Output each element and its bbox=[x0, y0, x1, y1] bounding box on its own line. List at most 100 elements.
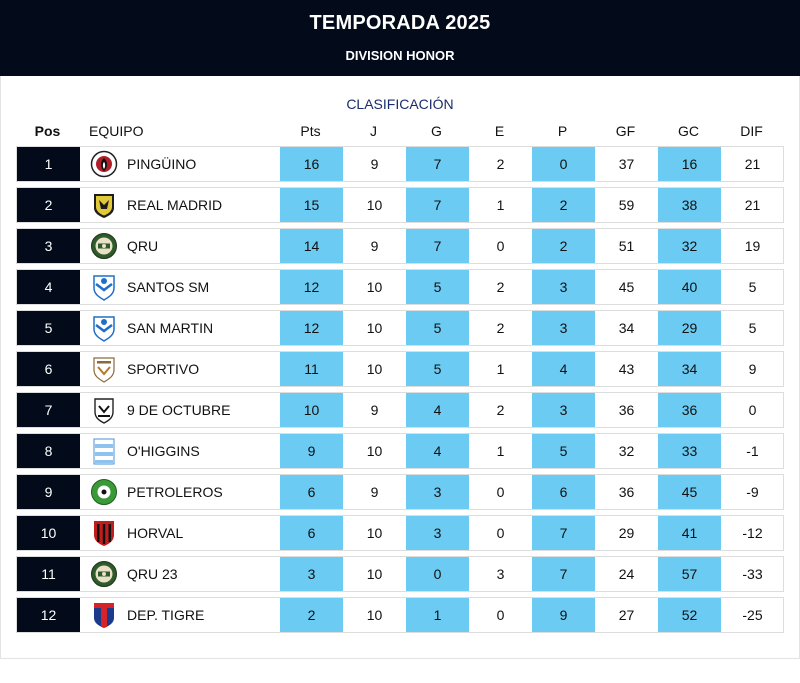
row-g: 0 bbox=[406, 557, 469, 591]
row-position: 11 bbox=[17, 557, 80, 591]
row-dif: -12 bbox=[742, 525, 763, 541]
row-g: 5 bbox=[406, 311, 469, 345]
row-j: 9 bbox=[370, 402, 379, 418]
team-name: HORVAL bbox=[127, 525, 184, 541]
table-row: 10 HORVAL 6 10 3 0 7 29 41 -12 bbox=[16, 515, 784, 551]
qru-23-crest-icon bbox=[91, 561, 117, 587]
9-de-octubre-crest-icon bbox=[94, 398, 114, 424]
row-position: 4 bbox=[17, 270, 80, 304]
row-dif: 9 bbox=[748, 361, 757, 377]
row-team: DEP. TIGRE bbox=[90, 598, 280, 632]
san-martin-crest-icon bbox=[93, 316, 115, 342]
table-row: 1 PINGÜINO 16 9 7 2 0 37 16 21 bbox=[16, 146, 784, 182]
page-header: TEMPORADA 2025 DIVISION HONOR bbox=[0, 0, 800, 76]
row-j: 10 bbox=[366, 320, 383, 336]
row-g: 3 bbox=[406, 475, 469, 509]
row-team: SPORTIVO bbox=[90, 352, 280, 386]
table-row: 4 SANTOS SM 12 10 5 2 3 45 40 5 bbox=[16, 269, 784, 305]
row-j: 9 bbox=[370, 156, 379, 172]
row-gf: 45 bbox=[618, 279, 635, 295]
row-pts: 15 bbox=[280, 188, 343, 222]
row-pts: 11 bbox=[280, 352, 343, 386]
row-g: 5 bbox=[406, 270, 469, 304]
row-gc: 33 bbox=[658, 434, 721, 468]
row-team: 9 DE OCTUBRE bbox=[90, 393, 280, 427]
row-g: 1 bbox=[406, 598, 469, 632]
row-team: PINGÜINO bbox=[90, 147, 280, 181]
col-header-p: P bbox=[557, 123, 568, 139]
team-name: O'HIGGINS bbox=[127, 443, 200, 459]
row-position: 6 bbox=[17, 352, 80, 386]
col-header-j: J bbox=[370, 123, 377, 139]
row-dif: 0 bbox=[748, 402, 757, 418]
team-name: SANTOS SM bbox=[127, 279, 210, 295]
row-pts: 12 bbox=[280, 311, 343, 345]
horval-crest-icon bbox=[94, 521, 114, 546]
row-gc: 57 bbox=[658, 557, 721, 591]
row-gc: 16 bbox=[658, 147, 721, 181]
row-j: 10 bbox=[366, 361, 383, 377]
row-p: 7 bbox=[532, 557, 595, 591]
row-position: 2 bbox=[17, 188, 80, 222]
row-g: 4 bbox=[406, 434, 469, 468]
row-dif: 21 bbox=[744, 156, 761, 172]
row-pts: 14 bbox=[280, 229, 343, 263]
team-name: REAL MADRID bbox=[127, 197, 223, 213]
row-gf: 36 bbox=[618, 402, 635, 418]
row-pts: 16 bbox=[280, 147, 343, 181]
petroleros-crest-icon bbox=[91, 479, 117, 505]
row-gc: 36 bbox=[658, 393, 721, 427]
row-g: 5 bbox=[406, 352, 469, 386]
row-gf: 37 bbox=[618, 156, 635, 172]
row-g: 7 bbox=[406, 188, 469, 222]
row-gc: 40 bbox=[658, 270, 721, 304]
row-gc: 38 bbox=[658, 188, 721, 222]
row-pts: 6 bbox=[280, 516, 343, 550]
row-gf: 27 bbox=[618, 607, 635, 623]
row-gf: 51 bbox=[618, 238, 635, 254]
team-name: PINGÜINO bbox=[127, 156, 197, 172]
row-dif: 19 bbox=[744, 238, 761, 254]
team-name: SAN MARTIN bbox=[127, 320, 214, 336]
row-dif: -25 bbox=[742, 607, 763, 623]
row-p: 9 bbox=[532, 598, 595, 632]
row-e: 3 bbox=[496, 566, 505, 582]
row-gf: 24 bbox=[618, 566, 635, 582]
sportivo-crest-icon bbox=[93, 357, 115, 383]
row-e: 0 bbox=[496, 238, 505, 254]
team-name: SPORTIVO bbox=[127, 361, 200, 377]
row-team: QRU bbox=[90, 229, 280, 263]
dep-tigre-crest-icon bbox=[94, 603, 114, 628]
row-e: 1 bbox=[496, 361, 505, 377]
row-team: SAN MARTIN bbox=[90, 311, 280, 345]
row-dif: 5 bbox=[748, 279, 757, 295]
row-e: 2 bbox=[496, 402, 505, 418]
row-g: 4 bbox=[406, 393, 469, 427]
row-pts: 12 bbox=[280, 270, 343, 304]
row-pts: 6 bbox=[280, 475, 343, 509]
row-dif: -9 bbox=[746, 484, 759, 500]
page-subtitle: DIVISION HONOR bbox=[345, 48, 455, 63]
row-p: 5 bbox=[532, 434, 595, 468]
row-position: 8 bbox=[17, 434, 80, 468]
row-team: O'HIGGINS bbox=[90, 434, 280, 468]
team-name: 9 DE OCTUBRE bbox=[127, 402, 231, 418]
row-gf: 36 bbox=[618, 484, 635, 500]
col-header-pts: Pts bbox=[300, 123, 321, 139]
table-row: 3 QRU 14 9 7 0 2 51 32 19 bbox=[16, 228, 784, 264]
team-name: DEP. TIGRE bbox=[127, 607, 205, 623]
col-header-e: E bbox=[494, 123, 505, 139]
row-gc: 32 bbox=[658, 229, 721, 263]
row-gc: 45 bbox=[658, 475, 721, 509]
row-gf: 34 bbox=[618, 320, 635, 336]
table-row: 11 QRU 23 3 10 0 3 7 24 57 -33 bbox=[16, 556, 784, 592]
santos-crest-icon bbox=[93, 275, 115, 301]
row-pts: 3 bbox=[280, 557, 343, 591]
row-dif: 5 bbox=[748, 320, 757, 336]
row-g: 3 bbox=[406, 516, 469, 550]
row-j: 10 bbox=[366, 443, 383, 459]
row-g: 7 bbox=[406, 229, 469, 263]
row-position: 1 bbox=[17, 147, 80, 181]
col-header-pos: Pos bbox=[34, 123, 61, 139]
row-gf: 29 bbox=[618, 525, 635, 541]
